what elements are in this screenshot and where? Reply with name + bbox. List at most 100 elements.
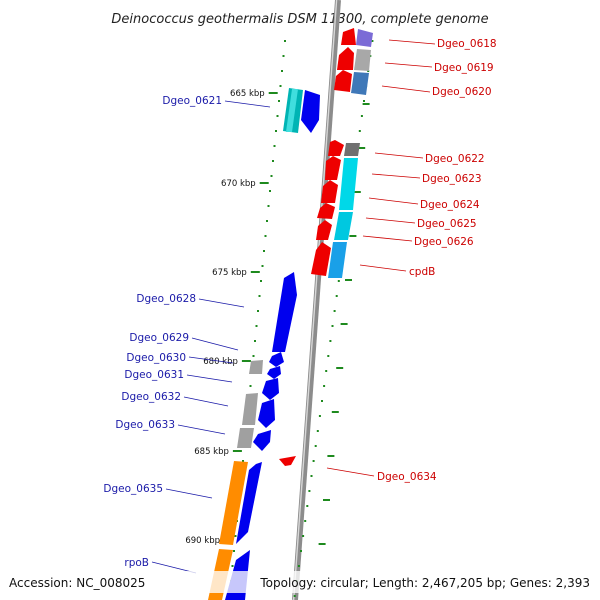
gene-label-rpob[interactable]: rpoB: [124, 557, 149, 569]
ruler-dot: [310, 475, 313, 477]
cds-dgeo-0620-arrow[interactable]: [334, 70, 352, 92]
misc-dgeo-0620-block[interactable]: [351, 72, 369, 95]
gene-label-dgeo-0629[interactable]: Dgeo_0629: [129, 332, 189, 344]
misc-dgeo-0630-block[interactable]: [249, 360, 263, 374]
cds-dgeo-0634-arrow[interactable]: [279, 456, 296, 466]
cds-dgeo-0624-arrow[interactable]: [321, 180, 338, 203]
cds-dgeo-0621-arrow[interactable]: [301, 90, 320, 133]
gene-label-dgeo-0633[interactable]: Dgeo_0633: [115, 419, 175, 431]
cds-dgeo-0618-arrow[interactable]: [341, 28, 356, 45]
ruler-dot: [308, 490, 311, 492]
ruler-dot: [325, 370, 328, 372]
ruler-dot: [312, 460, 315, 462]
kbp-tick-label: 680 kbp: [203, 357, 238, 367]
ruler-dot: [258, 295, 261, 297]
ruler-dot: [316, 430, 319, 432]
ruler-dot: [331, 325, 334, 327]
misc-dgeo-0618-block[interactable]: [356, 29, 373, 47]
ruler-dot: [314, 445, 317, 447]
cds-dgeo-0619-arrow[interactable]: [337, 47, 354, 70]
cds-dgeo-0632-arrow[interactable]: [258, 399, 275, 428]
cds-dgeo-0625-arrow[interactable]: [317, 203, 335, 219]
ruler-dot: [252, 355, 255, 357]
rna-dgeo-0621-shade: [286, 89, 298, 132]
ruler-dot: [323, 385, 326, 387]
ruler-dot: [266, 220, 268, 222]
ruler-dot: [371, 40, 374, 42]
gene-label-dgeo-0628[interactable]: Dgeo_0628: [136, 293, 196, 305]
ruler-dot: [261, 265, 264, 267]
cds-dgeo-0635-arrow[interactable]: [236, 462, 262, 544]
ruler-dot: [358, 130, 361, 132]
ruler-dot: [367, 70, 370, 72]
ruler-dot: [284, 40, 286, 42]
gene-label-dgeo-0630[interactable]: Dgeo_0630: [126, 352, 186, 364]
rna-dgeo-0626-block[interactable]: [334, 212, 353, 240]
ruler-dot: [260, 280, 262, 282]
gene-label-dgeo-0618[interactable]: Dgeo_0618: [437, 38, 497, 50]
kbp-tick-label: 685 kbp: [194, 447, 229, 457]
rrna-dgeo-0635-block[interactable]: [219, 461, 248, 545]
ruler-dot: [233, 550, 235, 552]
ruler-dot: [249, 385, 252, 387]
misc-dgeo-0622-block[interactable]: [344, 143, 360, 156]
gene-label-dgeo-0624[interactable]: Dgeo_0624: [420, 199, 480, 211]
leader-lines: [151, 39, 436, 574]
reverse-gene-labels: Dgeo_0618 Dgeo_0619 Dgeo_0620 Dgeo_0622 …: [377, 38, 497, 483]
ruler-dot: [254, 340, 256, 342]
ruler-dot: [275, 130, 277, 132]
ruler-dot: [234, 535, 237, 537]
ruler-dot: [304, 520, 307, 522]
gene-label-dgeo-0631[interactable]: Dgeo_0631: [124, 369, 184, 381]
gene-label-dgeo-0632[interactable]: Dgeo_0632: [121, 391, 181, 403]
ruler-dot: [231, 565, 234, 567]
misc-dgeo-0633-block[interactable]: [237, 428, 254, 448]
gene-label-dgeo-0620[interactable]: Dgeo_0620: [432, 86, 492, 98]
gene-label-dgeo-0619[interactable]: Dgeo_0619: [434, 62, 494, 74]
kbp-tick-label: 670 kbp: [221, 179, 256, 189]
ruler-dot: [337, 280, 340, 282]
ruler-dot: [276, 115, 279, 117]
ruler-dot: [306, 505, 309, 507]
ruler-dot: [282, 55, 285, 57]
ruler-dot: [333, 310, 336, 312]
cds-dgeo-0631-arrow[interactable]: [262, 378, 279, 400]
genome-summary-text: Topology: circular; Length: 2,467,205 bp…: [259, 576, 590, 590]
gene-label-dgeo-0625[interactable]: Dgeo_0625: [417, 218, 477, 230]
gene-label-dgeo-0626[interactable]: Dgeo_0626: [414, 236, 474, 248]
ruler-dot: [363, 100, 365, 102]
cds-dgeo-0630-arrow[interactable]: [267, 366, 281, 379]
cds-cpdb-arrow[interactable]: [311, 242, 331, 276]
ruler-dot: [327, 355, 330, 357]
ruler-dot: [242, 460, 244, 462]
misc-dgeo-0619-block[interactable]: [354, 49, 371, 71]
ruler-dot: [255, 325, 258, 327]
gene-label-dgeo-0621[interactable]: Dgeo_0621: [162, 95, 222, 107]
ruler-dot: [329, 340, 332, 342]
cds-dgeo-0628-arrow[interactable]: [272, 272, 297, 352]
map-title: Deinococcus geothermalis DSM 11300, comp…: [111, 12, 488, 27]
ruler-dot: [335, 295, 338, 297]
kbp-tick-label: 690 kbp: [185, 536, 220, 546]
ruler-dot: [272, 160, 274, 162]
gene-label-dgeo-0622[interactable]: Dgeo_0622: [425, 153, 485, 165]
rna-cpdb-block[interactable]: [328, 242, 347, 278]
gene-label-dgeo-0623[interactable]: Dgeo_0623: [422, 173, 482, 185]
misc-dgeo-0632-block[interactable]: [242, 393, 258, 425]
gene-label-dgeo-0634[interactable]: Dgeo_0634: [377, 471, 437, 483]
ruler-dot: [302, 535, 305, 537]
cds-dgeo-0629-arrow[interactable]: [269, 352, 284, 367]
ruler-dot: [293, 595, 296, 597]
ruler-dot: [270, 175, 273, 177]
ruler-dot: [257, 310, 259, 312]
cds-dgeo-0633-arrow[interactable]: [253, 430, 271, 451]
genome-backbone: [292, 0, 341, 600]
cds-dgeo-0626-arrow[interactable]: [316, 220, 332, 240]
cds-dgeo-0622-arrow[interactable]: [328, 140, 344, 156]
gene-label-cpdb[interactable]: cpdB: [409, 266, 435, 278]
ruler-dot: [281, 70, 283, 72]
rna-dgeo-0623-block[interactable]: [339, 158, 358, 210]
ruler-dot: [321, 400, 323, 402]
gene-label-dgeo-0635[interactable]: Dgeo_0635: [103, 483, 163, 495]
cds-dgeo-0623-arrow[interactable]: [325, 156, 341, 180]
